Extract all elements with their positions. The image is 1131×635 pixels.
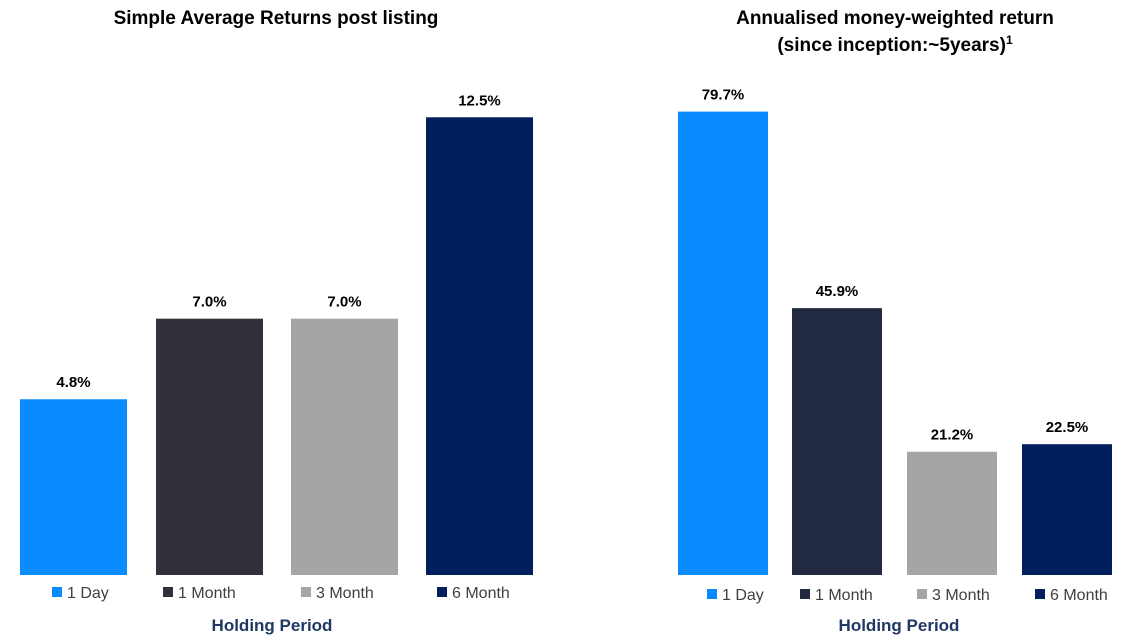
legend-label-6-month: 6 Month	[452, 585, 510, 602]
bar-3-month	[907, 451, 997, 575]
chart-2-bars: 79.7% 45.9% 21.2% 22.5%	[678, 87, 1112, 576]
legend-label-1-day: 1 Day	[67, 585, 109, 602]
legend-swatch-1-day	[707, 589, 717, 599]
legend-label-6-month: 6 Month	[1050, 587, 1108, 604]
chart-2-x-axis-title: Holding Period	[839, 616, 960, 635]
bar-1-day	[678, 111, 768, 576]
chart-simple-average-returns: Simple Average Returns post listing 4.8%…	[20, 8, 533, 635]
legend-swatch-3-month	[301, 587, 311, 597]
bar-6-month	[426, 117, 533, 575]
chart-2-subtitle-text: (since inception:~5years)	[777, 35, 1006, 56]
legend-label-1-month: 1 Month	[815, 587, 873, 604]
legend-label-3-month: 3 Month	[932, 587, 990, 604]
data-label-1-day: 79.7%	[702, 87, 745, 104]
bar-1-month	[792, 308, 882, 575]
chart-2-subtitle: (since inception:~5years)1	[777, 33, 1013, 56]
legend-swatch-1-month	[800, 589, 810, 599]
legend-swatch-3-month	[917, 589, 927, 599]
bar-6-month	[1022, 444, 1112, 575]
chart-1-legend: 1 Day 1 Month 3 Month 6 Month	[52, 585, 510, 602]
data-label-6-month: 22.5%	[1046, 419, 1089, 436]
data-label-3-month: 7.0%	[327, 294, 361, 311]
data-label-3-month: 21.2%	[931, 427, 974, 444]
chart-1-x-axis-title: Holding Period	[212, 616, 333, 635]
legend-swatch-1-month	[163, 587, 173, 597]
legend-label-3-month: 3 Month	[316, 585, 374, 602]
data-label-1-month: 7.0%	[192, 294, 226, 311]
chart-2-footnote-marker: 1	[1006, 33, 1013, 47]
legend-swatch-6-month	[437, 587, 447, 597]
bar-1-month	[156, 318, 263, 575]
legend-swatch-6-month	[1035, 589, 1045, 599]
data-label-1-day: 4.8%	[56, 374, 90, 391]
data-label-6-month: 12.5%	[458, 92, 501, 109]
chart-2-title: Annualised money-weighted return	[736, 8, 1054, 29]
bar-1-day	[20, 399, 127, 575]
chart-2-legend: 1 Day 1 Month 3 Month 6 Month	[707, 587, 1108, 604]
chart-1-bars: 4.8% 7.0% 7.0% 12.5%	[20, 92, 533, 575]
bar-3-month	[291, 318, 398, 575]
chart-1-title: Simple Average Returns post listing	[114, 8, 439, 29]
chart-annualised-return: Annualised money-weighted return (since …	[678, 8, 1112, 635]
legend-label-1-month: 1 Month	[178, 585, 236, 602]
legend-swatch-1-day	[52, 587, 62, 597]
data-label-1-month: 45.9%	[816, 283, 859, 300]
legend-label-1-day: 1 Day	[722, 587, 764, 604]
